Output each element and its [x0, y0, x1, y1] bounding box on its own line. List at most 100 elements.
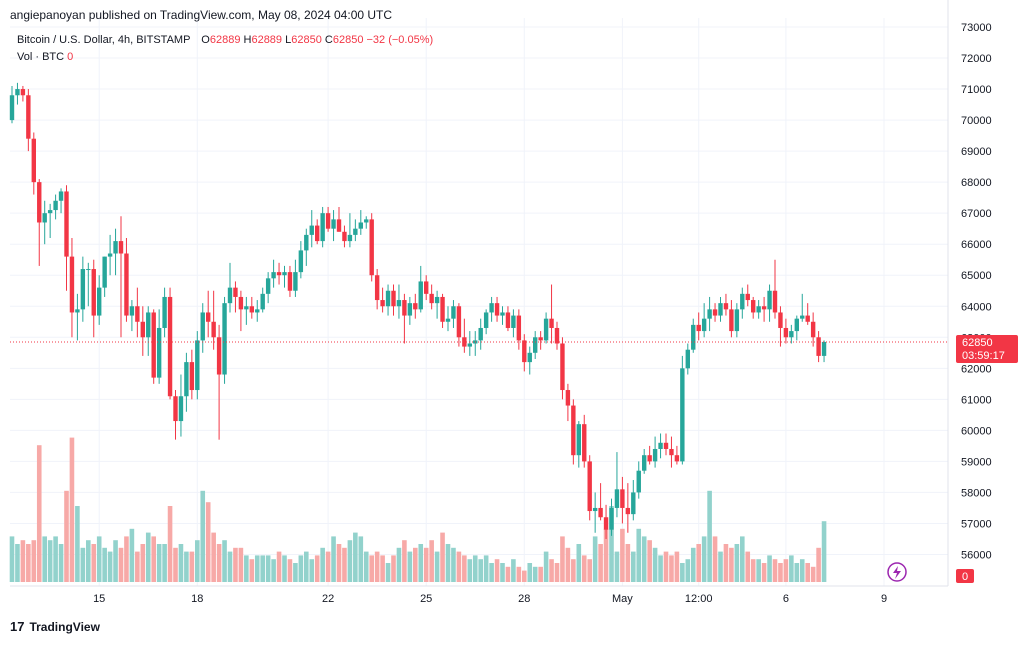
volume-bar: [189, 551, 195, 582]
candle-body: [358, 222, 363, 229]
time-tick-label: 15: [93, 593, 105, 605]
grid-layer: [10, 18, 948, 586]
volume-bar: [304, 551, 309, 582]
volume-bar: [205, 502, 211, 582]
candle-body: [571, 405, 576, 456]
volume-bar: [265, 555, 271, 582]
candle-body: [113, 241, 118, 254]
candle-body: [124, 253, 129, 316]
volume-bar: [9, 536, 15, 582]
volume-bar: [385, 563, 391, 582]
volume-bar: [685, 559, 691, 582]
volume-bar: [287, 559, 293, 582]
price-tick-label: 68000: [961, 177, 992, 189]
candle-body: [200, 312, 205, 341]
candle-body: [527, 352, 532, 363]
candle-body: [75, 309, 80, 313]
volume-bar: [178, 544, 184, 582]
candle-body: [549, 318, 554, 328]
volume-bar: [47, 540, 53, 582]
volume-bar: [778, 563, 783, 582]
volume-bar: [494, 559, 500, 582]
axis-layer: 5600057000580005900060000610006200063000…: [10, 0, 1018, 605]
candle-body: [642, 455, 647, 471]
candle-body: [560, 343, 565, 391]
candle-body: [467, 343, 472, 347]
candle-body: [614, 489, 620, 508]
volume-bar: [549, 559, 554, 582]
candle-body: [462, 337, 467, 347]
volume-bar: [238, 547, 244, 582]
price-tick-label: 67000: [961, 208, 992, 220]
candle-body: [424, 281, 429, 294]
volume-bar: [587, 559, 592, 582]
volume-badge: [956, 569, 974, 583]
candle-body: [325, 213, 331, 229]
candle-body: [146, 312, 151, 338]
candle-body: [64, 191, 69, 257]
volume-bar: [254, 555, 260, 582]
candle-body: [91, 269, 96, 316]
volume-bar: [472, 555, 478, 582]
volume-bar: [96, 536, 102, 582]
candle-body: [740, 293, 745, 310]
open-value: 62889: [209, 34, 241, 46]
volume-bar: [609, 506, 614, 582]
candle-body: [238, 296, 244, 310]
symbol-name[interactable]: Bitcoin / U.S. Dollar, 4h, BITSTAMP: [17, 34, 191, 46]
candle-body: [233, 287, 238, 297]
candle-body: [663, 442, 669, 449]
volume-bar: [516, 566, 522, 582]
tradingview-brand: TradingView: [29, 619, 100, 634]
volume-bar: [805, 563, 810, 582]
candle-body: [227, 287, 233, 304]
tradingview-logo-icon: 17: [10, 619, 25, 634]
time-tick-label: 9: [881, 593, 887, 605]
volume-bar: [407, 551, 413, 582]
candle-body: [162, 296, 167, 328]
candle-body: [31, 138, 36, 183]
candle-body: [652, 448, 658, 462]
candle-body: [167, 296, 173, 397]
candle-body: [58, 191, 64, 201]
candle-body: [364, 219, 369, 223]
candle-body: [445, 318, 451, 322]
candle-body: [156, 327, 162, 378]
volume-bar: [249, 559, 255, 582]
candle-body: [778, 312, 783, 328]
volume-bar: [102, 547, 107, 582]
candle-body: [565, 390, 571, 406]
candle-body: [674, 455, 680, 462]
volume-bar: [620, 528, 625, 582]
candle-body: [118, 241, 124, 254]
volume-bar: [440, 532, 445, 582]
volume-bar: [511, 559, 516, 582]
candle-body: [53, 200, 58, 211]
candle-body: [500, 312, 505, 316]
candle-body: [102, 256, 107, 288]
candle-body: [320, 213, 325, 242]
volume-bar: [576, 544, 582, 582]
candle-body: [347, 234, 353, 242]
volume-bar: [244, 555, 249, 582]
volume-bar: [483, 555, 489, 582]
volume-bar: [86, 540, 91, 582]
candle-body: [418, 281, 423, 310]
volume-label[interactable]: Vol · BTC: [17, 51, 65, 63]
publish-info: angiepanoyan published on TradingView.co…: [10, 8, 393, 22]
candle-body: [129, 306, 135, 316]
candle-body: [598, 507, 603, 518]
price-tick-label: 70000: [961, 115, 992, 127]
candle-body: [707, 309, 712, 319]
tradingview-logo[interactable]: 17 TradingView: [10, 619, 100, 634]
candle-body: [249, 306, 254, 313]
high-label: H: [243, 34, 252, 46]
candle-body: [789, 331, 794, 338]
volume-bar: [740, 536, 745, 582]
volume-layer: [9, 437, 827, 582]
candle-body: [794, 318, 799, 332]
volume-bar: [42, 536, 47, 582]
volume-bar: [413, 547, 418, 582]
candle-body: [195, 340, 200, 391]
